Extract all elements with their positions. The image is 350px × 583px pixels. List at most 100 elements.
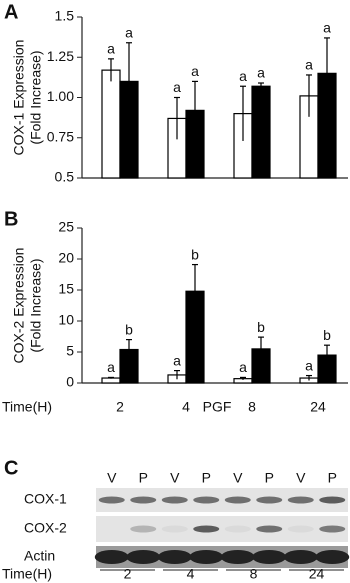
blot-band [193,496,220,504]
y-axis-title: (Fold Increase) [28,50,44,144]
blot-band [189,550,224,564]
x-tick-label: 4 [182,399,190,415]
y-tick-label: 0.75 [47,128,74,144]
significance-letter: a [305,57,313,73]
y-tick-label: 25 [58,219,74,235]
time-label: 8 [250,566,258,582]
blot-band [315,550,350,564]
significance-letter: b [125,321,133,337]
significance-letter: a [239,68,247,84]
lane-label: P [328,470,337,486]
error-bar [258,82,264,90]
blot-band [161,525,188,533]
bar [101,377,121,384]
significance-letter: b [323,327,331,343]
blot-band [130,525,157,533]
blot-band [130,496,157,504]
significance-letter: a [107,41,115,57]
x-axis-title: Time(H) [2,566,52,582]
row-label: Actin [24,548,55,564]
bar [251,85,271,179]
x-axis-title: Time(H) [2,399,52,415]
significance-letter: a [257,65,265,81]
significance-letter: a [191,63,199,79]
blot-band [287,525,314,533]
time-label: 2 [124,566,132,582]
blot-band [252,550,287,564]
significance-letter: a [305,357,313,373]
y-tick-label: 1.00 [47,88,74,104]
x-tick-label: 8 [248,399,256,415]
significance-letter: b [257,319,265,335]
error-bar [240,376,246,380]
y-tick-label: 0 [66,374,74,390]
lane-label: V [296,470,306,486]
blot-band [256,496,283,504]
error-bar [306,74,312,117]
error-bar [192,80,198,140]
blot-band [224,496,251,504]
lane-label: V [107,470,117,486]
blot-strip [96,516,348,542]
y-tick-label: 15 [58,281,74,297]
significance-letter: a [323,20,331,36]
y-axis-title: COX-1 Expression [11,40,27,156]
blot-band [157,550,192,564]
error-bar [324,37,330,109]
significance-letter: a [125,24,133,40]
panel-label: B [4,208,18,230]
error-bar [108,58,114,82]
blot-band [94,550,129,564]
y-tick-label: 5 [66,343,74,359]
annotation: PGF [203,399,232,415]
blot-band [98,496,125,504]
y-tick-label: 0.5 [55,169,75,185]
error-bar [126,339,132,360]
error-bar [108,376,114,379]
bar [101,69,121,179]
error-bar [126,42,132,121]
blot-band [224,525,251,533]
blot-band [256,525,283,533]
panel-label: C [4,457,18,479]
lane-label: P [202,470,211,486]
lane-label: V [170,470,180,486]
blot-band [287,496,314,504]
row-label: COX-1 [24,491,67,507]
lane-label: V [233,470,243,486]
error-bar [192,263,198,318]
blot-band [126,550,161,564]
error-bar [258,336,264,361]
error-bar [174,96,180,140]
time-label: 4 [187,566,195,582]
y-tick-label: 1.25 [47,48,74,64]
x-tick-label: 24 [310,399,326,415]
blot-band [319,525,346,533]
error-bar [324,344,330,366]
significance-letter: a [173,79,181,95]
significance-letter: a [239,359,247,375]
significance-letter: a [173,352,181,368]
error-bar [240,85,246,141]
significance-letter: b [191,246,199,262]
y-axis-title: COX-2 Expression [11,248,27,364]
blot-band [161,496,188,504]
significance-letter: a [107,359,115,375]
panel-label: A [4,1,18,23]
row-label: COX-2 [24,520,67,536]
x-tick-label: 2 [116,399,124,415]
time-label: 24 [309,566,325,582]
lane-label: P [265,470,274,486]
error-bar [306,374,312,381]
lane-label: P [139,470,148,486]
y-tick-label: 10 [58,312,74,328]
blot-band [193,525,220,533]
error-bar [174,370,180,380]
y-tick-label: 1.5 [55,8,75,24]
y-tick-label: 20 [58,250,74,266]
blot-band [283,550,318,564]
blot-band [319,496,346,504]
blot-band [220,550,255,564]
y-axis-title: (Fold Increase) [28,258,44,352]
